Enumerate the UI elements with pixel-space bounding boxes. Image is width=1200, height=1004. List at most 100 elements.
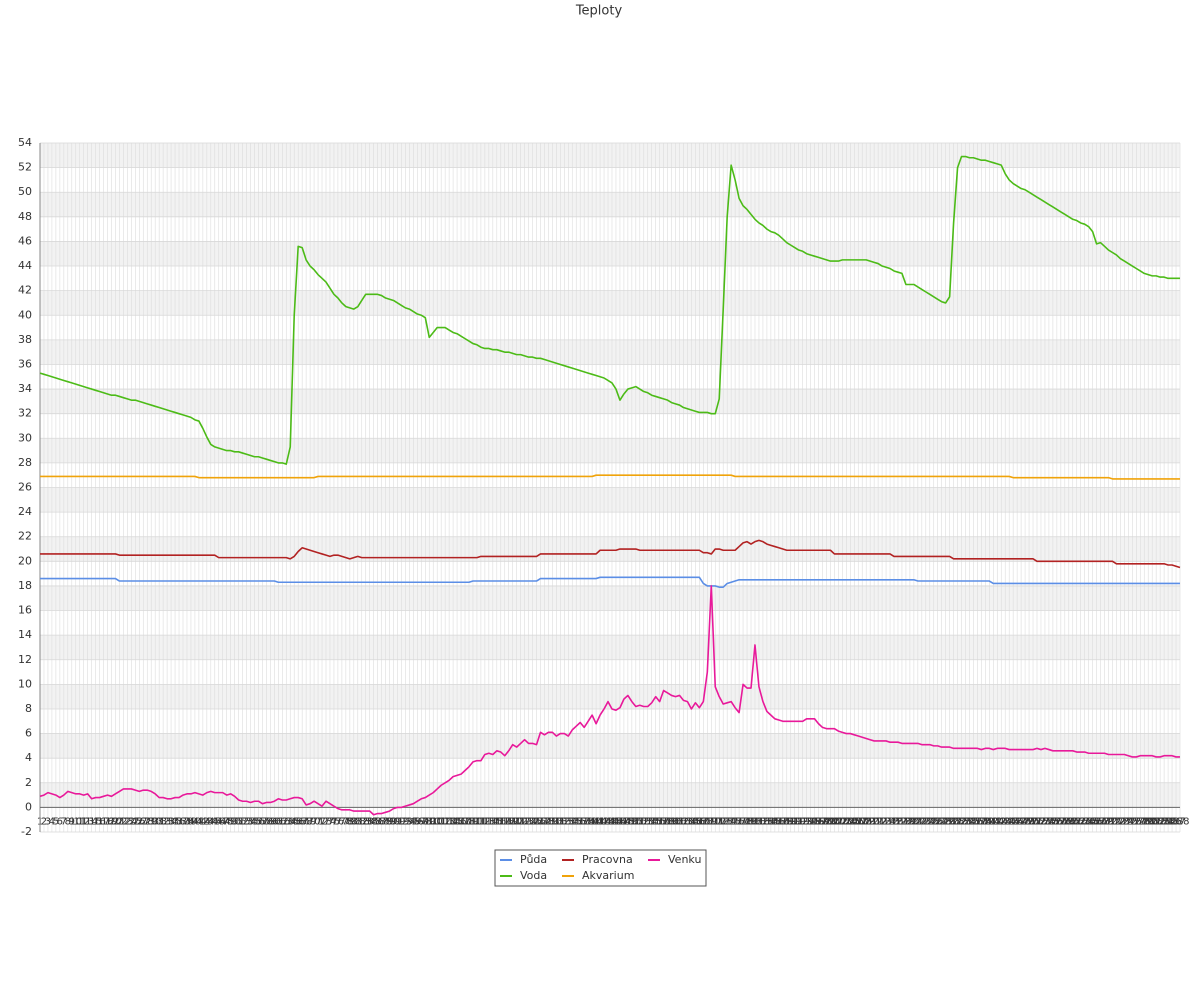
x-tick-label: 240 <box>980 816 999 827</box>
x-tick-label: 278 <box>1131 816 1150 827</box>
x-tick-label: 96 <box>411 816 424 827</box>
x-tick-label: 284 <box>1155 816 1174 827</box>
x-tick-label: 58 <box>260 816 273 827</box>
x-tick-label: 242 <box>988 816 1007 827</box>
x-tick-label: 52 <box>236 816 249 827</box>
x-tick-label: 179 <box>737 816 756 827</box>
grid-band <box>40 487 1180 513</box>
grid-band <box>40 782 1180 808</box>
x-tick-label: 31 <box>153 816 166 827</box>
x-tick-label: 144 <box>598 816 617 827</box>
x-tick-label: 214 <box>877 816 896 827</box>
x-tick-label: 127 <box>531 816 550 827</box>
y-tick-label: 24 <box>18 505 32 518</box>
x-tick-label: 18 <box>101 816 114 827</box>
x-tick-label: 137 <box>571 816 590 827</box>
grid-band <box>40 733 1180 759</box>
x-tick-label: 95 <box>407 816 420 827</box>
x-tick-label: 152 <box>630 816 649 827</box>
legend-label: Venku <box>668 853 701 866</box>
x-tick-label: 38 <box>181 816 194 827</box>
grid: 1234567891011121314151617181920212223242… <box>18 136 1190 838</box>
x-tick-label: 175 <box>722 816 741 827</box>
x-tick-label: 45 <box>208 816 221 827</box>
x-tick-label: 202 <box>829 816 848 827</box>
x-tick-label: 123 <box>515 816 534 827</box>
x-tick-label: 6 <box>57 816 63 827</box>
x-tick-label: 109 <box>459 816 478 827</box>
x-tick-label: 163 <box>674 816 693 827</box>
x-tick-label: 270 <box>1099 816 1118 827</box>
x-tick-label: 106 <box>448 816 467 827</box>
x-tick-label: 286 <box>1163 816 1182 827</box>
x-tick-label: 16 <box>93 816 106 827</box>
x-tick-label: 162 <box>670 816 689 827</box>
x-tick-label: 53 <box>240 816 253 827</box>
x-tick-label: 226 <box>924 816 943 827</box>
x-tick-label: 26 <box>133 816 146 827</box>
x-tick-label: 67 <box>296 816 309 827</box>
x-tick-label: 2 <box>41 816 47 827</box>
x-tick-label: 236 <box>964 816 983 827</box>
x-tick-label: 168 <box>694 816 713 827</box>
x-tick-label: 97 <box>415 816 428 827</box>
x-tick-label: 86 <box>371 816 384 827</box>
y-tick-label: 42 <box>18 284 32 297</box>
x-tick-label: 219 <box>896 816 915 827</box>
x-tick-label: 255 <box>1039 816 1058 827</box>
x-tick-label: 37 <box>177 816 190 827</box>
x-tick-label: 141 <box>587 816 606 827</box>
x-tick-label: 171 <box>706 816 725 827</box>
x-tick-label: 138 <box>575 816 594 827</box>
x-tick-label: 170 <box>702 816 721 827</box>
x-tick-label: 165 <box>682 816 701 827</box>
x-tick-label: 56 <box>252 816 265 827</box>
x-tick-label: 43 <box>200 816 213 827</box>
y-tick-label: 30 <box>18 431 32 444</box>
y-tick-label: 40 <box>18 308 32 321</box>
x-tick-label: 143 <box>594 816 613 827</box>
y-tick-label: 48 <box>18 210 32 223</box>
legend-label: Akvarium <box>582 869 634 882</box>
y-tick-label: 16 <box>18 604 32 617</box>
x-tick-label: 14 <box>85 816 98 827</box>
x-tick-label: 91 <box>391 816 404 827</box>
x-tick-label: 213 <box>873 816 892 827</box>
x-tick-label: 158 <box>654 816 673 827</box>
x-tick-label: 195 <box>801 816 820 827</box>
x-tick-label: 69 <box>304 816 317 827</box>
series-line <box>40 474 1180 480</box>
x-tick-label: 243 <box>992 816 1011 827</box>
y-tick-label: 38 <box>18 333 32 346</box>
x-tick-label: 220 <box>900 816 919 827</box>
y-tick-label: 10 <box>18 677 32 690</box>
x-tick-label: 261 <box>1063 816 1082 827</box>
x-tick-label: 254 <box>1035 816 1054 827</box>
x-tick-label: 209 <box>857 816 876 827</box>
x-tick-label: 221 <box>904 816 923 827</box>
grid-band <box>40 389 1180 414</box>
x-tick-label: 83 <box>359 816 372 827</box>
y-tick-label: 4 <box>25 751 32 764</box>
x-tick-label: 217 <box>888 816 907 827</box>
x-tick-label: 196 <box>805 816 824 827</box>
x-tick-label: 224 <box>916 816 935 827</box>
x-tick-label: 76 <box>332 816 345 827</box>
x-tick-label: 78 <box>339 816 352 827</box>
x-tick-label: 115 <box>483 816 502 827</box>
x-tick-label: 21 <box>113 816 126 827</box>
x-tick-label: 218 <box>892 816 911 827</box>
x-tick-label: 233 <box>952 816 971 827</box>
x-tick-label: 260 <box>1059 816 1078 827</box>
x-tick-label: 193 <box>793 816 812 827</box>
x-tick-label: 89 <box>383 816 396 827</box>
x-tick-label: 149 <box>618 816 637 827</box>
y-tick-label: 18 <box>18 579 32 592</box>
x-tick-label: 259 <box>1055 816 1074 827</box>
x-tick-label: 24 <box>125 816 138 827</box>
x-tick-label: 287 <box>1166 816 1185 827</box>
x-tick-label: 51 <box>232 816 245 827</box>
x-tick-label: 118 <box>495 816 514 827</box>
x-tick-label: 172 <box>710 816 729 827</box>
x-tick-label: 131 <box>547 816 566 827</box>
